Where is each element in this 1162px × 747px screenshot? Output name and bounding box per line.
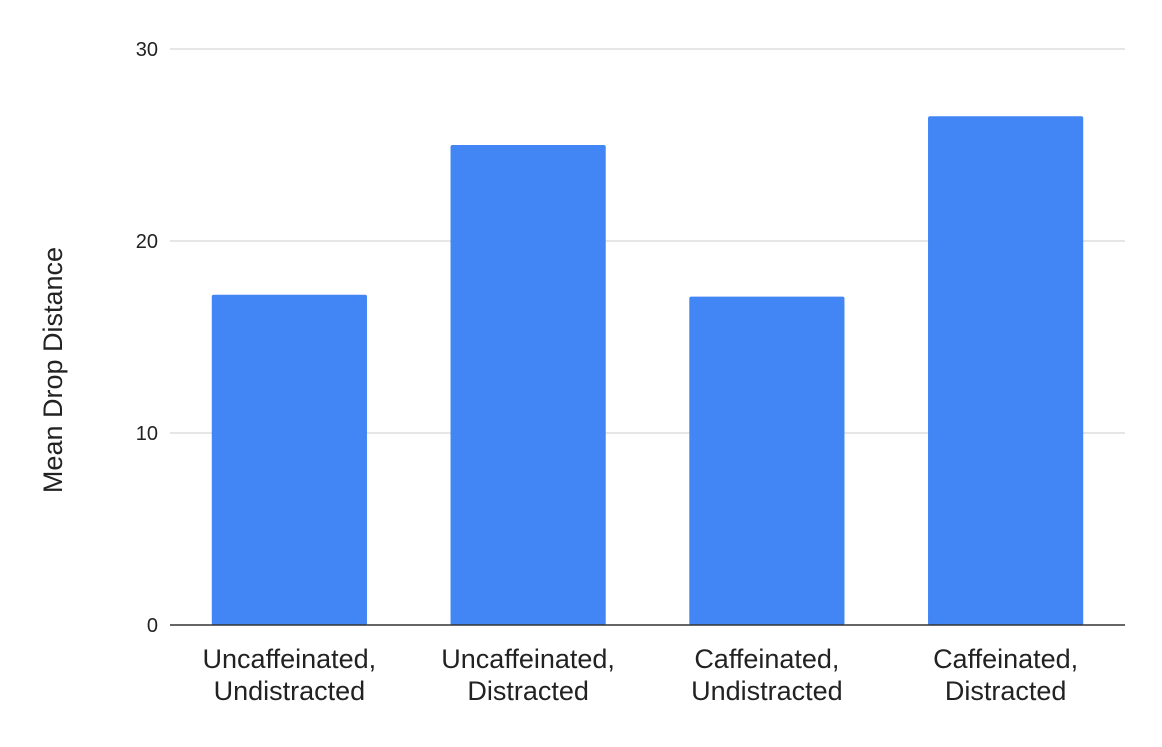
y-tick-label: 0 bbox=[147, 615, 158, 637]
bar bbox=[211, 294, 367, 625]
y-tick-label: 10 bbox=[136, 423, 158, 445]
y-axis-ticks: 0 10 20 30 bbox=[136, 39, 158, 637]
y-tick-label: 30 bbox=[136, 39, 158, 61]
x-tick-label: Caffeinated, Undistracted bbox=[691, 644, 843, 706]
y-tick-label: 20 bbox=[136, 231, 158, 253]
x-axis-ticks: Uncaffeinated, Undistracted Uncaffeinated,… bbox=[203, 644, 1079, 706]
x-tick-label: Uncaffeinated, Undistracted bbox=[203, 644, 377, 706]
bar bbox=[450, 145, 606, 625]
x-tick-label: Caffeinated, Distracted bbox=[933, 644, 1078, 706]
bars bbox=[211, 116, 1084, 625]
bar bbox=[928, 116, 1084, 625]
bar bbox=[689, 296, 845, 625]
x-tick-label: Uncaffeinated, Distracted bbox=[441, 644, 615, 706]
y-axis-label: Mean Drop Distance bbox=[38, 247, 68, 493]
